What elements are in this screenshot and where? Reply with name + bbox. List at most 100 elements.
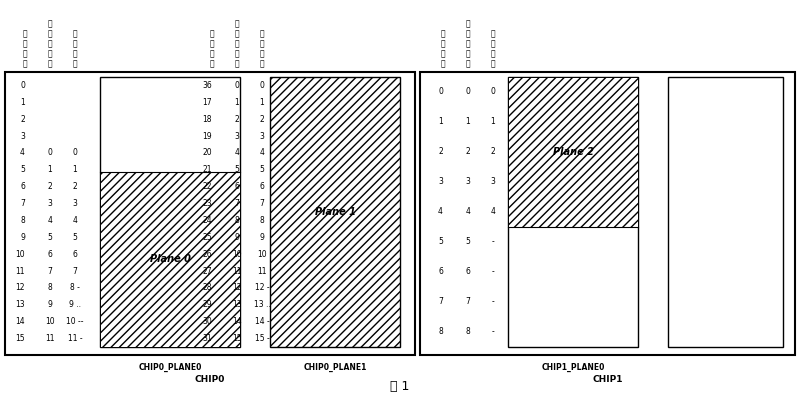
Text: -: -: [492, 268, 494, 276]
Text: 2: 2: [466, 147, 470, 156]
Text: Plane 2: Plane 2: [553, 147, 594, 157]
Bar: [270, 77, 400, 347]
Text: 0: 0: [234, 81, 239, 90]
Text: 块: 块: [234, 50, 239, 58]
Text: 24: 24: [202, 216, 212, 225]
Text: 块: 块: [22, 50, 27, 58]
Text: 0: 0: [438, 87, 443, 96]
Text: 图 1: 图 1: [390, 380, 410, 393]
Bar: [508, 77, 638, 227]
Text: 物: 物: [441, 29, 446, 39]
Text: 30: 30: [202, 317, 212, 326]
Text: 理: 理: [441, 39, 446, 48]
Text: 17: 17: [202, 98, 212, 107]
Text: 0: 0: [466, 87, 470, 96]
Text: 4: 4: [490, 208, 495, 216]
Text: 8: 8: [234, 216, 239, 225]
Text: 29: 29: [202, 300, 212, 310]
Text: -: -: [492, 237, 494, 247]
Text: 11 -: 11 -: [68, 334, 82, 343]
Text: 3: 3: [259, 131, 265, 141]
Text: 3: 3: [73, 199, 78, 208]
Text: 块: 块: [260, 50, 264, 58]
Text: 13: 13: [232, 300, 242, 310]
Text: 10: 10: [232, 250, 242, 259]
Text: 5: 5: [73, 233, 78, 242]
Text: 4: 4: [466, 208, 470, 216]
Text: 号: 号: [48, 60, 52, 69]
Text: 辑: 辑: [73, 39, 78, 48]
Text: 物: 物: [48, 29, 52, 39]
Text: 5: 5: [259, 165, 265, 174]
Text: 6: 6: [234, 182, 239, 191]
Text: 4: 4: [234, 148, 239, 158]
Text: CHIP1_PLANE0: CHIP1_PLANE0: [542, 362, 605, 372]
Text: 2: 2: [260, 115, 264, 124]
Bar: [420, 72, 795, 355]
Text: 1: 1: [73, 165, 78, 174]
Text: 辑: 辑: [260, 39, 264, 48]
Text: 11: 11: [15, 266, 25, 276]
Text: -: -: [492, 297, 494, 307]
Text: 6: 6: [466, 268, 470, 276]
Text: 25: 25: [202, 233, 212, 242]
Bar: [100, 77, 240, 347]
Text: 7: 7: [234, 199, 239, 208]
Text: 36: 36: [202, 81, 212, 90]
Text: 15: 15: [232, 334, 242, 343]
Text: 块: 块: [441, 50, 446, 58]
Text: 10: 10: [45, 317, 55, 326]
Text: 物: 物: [22, 29, 27, 39]
Text: 11: 11: [232, 266, 242, 276]
Text: 号: 号: [441, 60, 446, 69]
Text: 18: 18: [202, 115, 212, 124]
Text: 28: 28: [202, 283, 212, 293]
Text: 号: 号: [466, 60, 470, 69]
Text: 伪: 伪: [234, 19, 239, 29]
Text: 27: 27: [202, 266, 212, 276]
Text: 0: 0: [47, 148, 53, 158]
Text: 1: 1: [490, 118, 495, 127]
Text: 14: 14: [15, 317, 25, 326]
Text: 9: 9: [259, 233, 265, 242]
Text: 理: 理: [48, 39, 52, 48]
Text: 7: 7: [20, 199, 25, 208]
Text: 3: 3: [47, 199, 53, 208]
Text: 5: 5: [466, 237, 470, 247]
Bar: [5, 72, 415, 355]
Text: 9: 9: [20, 233, 25, 242]
Text: 2: 2: [234, 115, 239, 124]
Text: 3: 3: [490, 177, 495, 187]
Text: 2: 2: [490, 147, 495, 156]
Text: 号: 号: [210, 60, 214, 69]
Text: 15 -: 15 -: [254, 334, 270, 343]
Text: 号: 号: [22, 60, 27, 69]
Text: 0: 0: [490, 87, 495, 96]
Text: 7: 7: [47, 266, 53, 276]
Text: 逻: 逻: [73, 29, 78, 39]
Text: 1: 1: [20, 98, 25, 107]
Text: 逻: 逻: [490, 29, 495, 39]
Text: 理: 理: [22, 39, 27, 48]
Text: 1: 1: [466, 118, 470, 127]
Text: 块: 块: [490, 50, 495, 58]
Text: 14: 14: [232, 317, 242, 326]
Text: 8: 8: [466, 328, 470, 337]
Text: 伪: 伪: [48, 19, 52, 29]
Text: 4: 4: [20, 148, 25, 158]
Text: 4: 4: [438, 208, 443, 216]
Text: 6: 6: [438, 268, 443, 276]
Text: 7: 7: [73, 266, 78, 276]
Text: 号: 号: [73, 60, 78, 69]
Text: 26: 26: [202, 250, 212, 259]
Text: 4: 4: [73, 216, 78, 225]
Text: 11: 11: [258, 266, 266, 276]
Text: 2: 2: [438, 147, 443, 156]
Text: 19: 19: [202, 131, 212, 141]
Text: 物: 物: [234, 29, 239, 39]
Text: 14 -: 14 -: [254, 317, 270, 326]
Text: 8: 8: [260, 216, 264, 225]
Text: 1: 1: [260, 98, 264, 107]
Text: 10 --: 10 --: [66, 317, 84, 326]
Bar: [100, 172, 240, 347]
